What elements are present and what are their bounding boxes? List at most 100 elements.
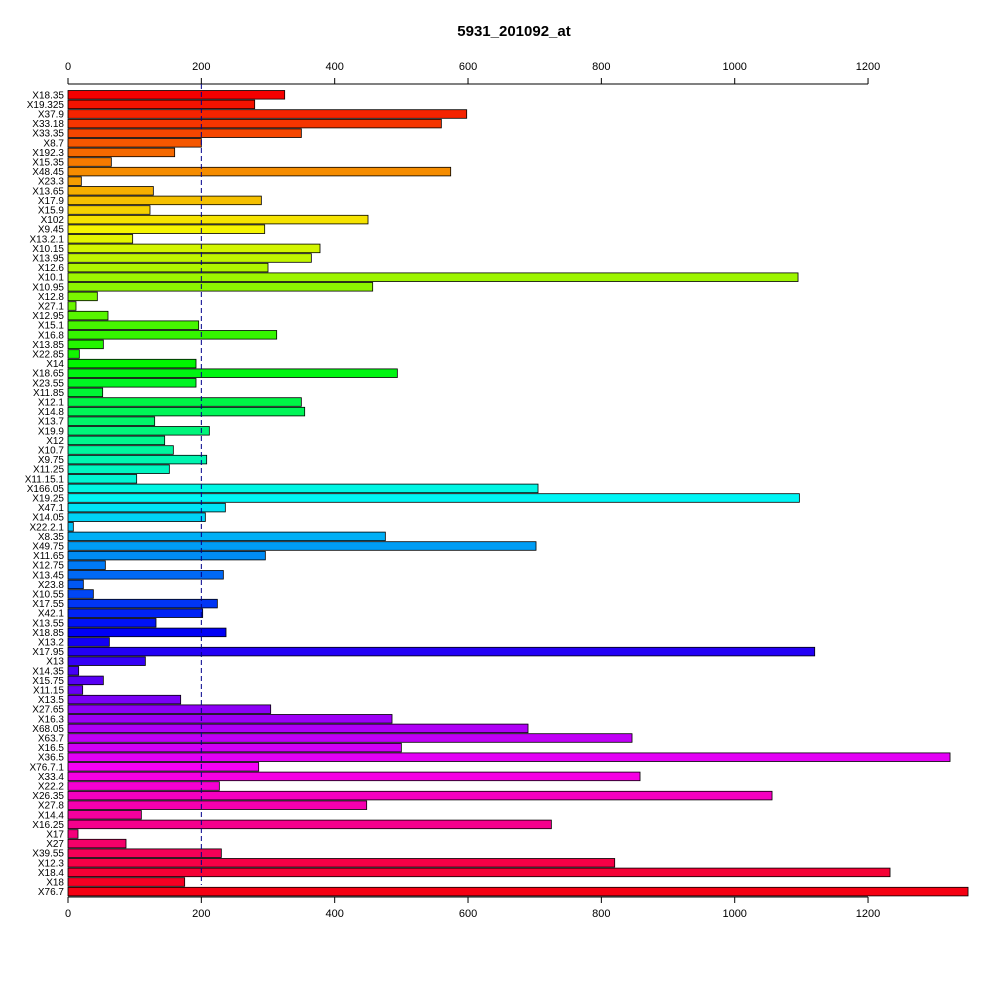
bar bbox=[67, 435, 166, 446]
bar bbox=[67, 550, 266, 561]
bar bbox=[67, 426, 210, 436]
bar bbox=[67, 704, 272, 714]
bar bbox=[67, 646, 816, 657]
category-label: X68.05 bbox=[32, 724, 64, 735]
category-label: X17.9 bbox=[38, 196, 65, 207]
bar bbox=[67, 310, 109, 321]
bar bbox=[67, 570, 224, 580]
category-label: X12.3 bbox=[38, 858, 65, 869]
bar bbox=[67, 819, 552, 830]
category-label: X26.35 bbox=[32, 791, 64, 802]
bar bbox=[67, 99, 256, 110]
bar bbox=[67, 253, 312, 263]
bar bbox=[67, 166, 452, 177]
category-label: X18.65 bbox=[32, 369, 64, 380]
bottom-axis-tick-label: 800 bbox=[592, 908, 610, 920]
top-axis-tick-label: 1200 bbox=[856, 61, 880, 73]
category-label: X13.5 bbox=[38, 695, 65, 706]
category-label: X76.7 bbox=[38, 887, 65, 898]
top-x-axis: 0 200 400 600 800 1000 1200 bbox=[65, 61, 880, 85]
category-label: X33.35 bbox=[32, 129, 64, 140]
bar bbox=[67, 829, 79, 839]
category-label: X13.95 bbox=[32, 254, 64, 265]
bar bbox=[67, 301, 77, 311]
category-label: X10.1 bbox=[38, 273, 65, 284]
bar bbox=[67, 522, 74, 532]
bar bbox=[67, 589, 94, 599]
category-label: X14.4 bbox=[38, 810, 65, 821]
category-label: X13.2.1 bbox=[30, 234, 65, 245]
category-label: X17 bbox=[46, 830, 64, 841]
category-label: X18.4 bbox=[38, 868, 65, 879]
category-label: X11.15.1 bbox=[25, 474, 65, 485]
category-label: X10.7 bbox=[38, 446, 65, 457]
category-label: X19.25 bbox=[32, 494, 64, 505]
bar bbox=[67, 627, 227, 638]
bar bbox=[67, 560, 106, 570]
category-label: X17.95 bbox=[32, 647, 64, 658]
category-label: X27 bbox=[46, 839, 64, 850]
bar bbox=[67, 445, 174, 455]
category-label: X23.3 bbox=[38, 177, 65, 188]
category-label: X19.9 bbox=[38, 426, 65, 437]
bar bbox=[67, 810, 142, 820]
bar bbox=[67, 397, 302, 407]
category-label: X13.55 bbox=[32, 618, 64, 629]
bar bbox=[67, 320, 200, 330]
category-label: X102 bbox=[41, 215, 65, 226]
category-label: X76.7.1 bbox=[30, 762, 65, 773]
category-label: X11.15 bbox=[33, 686, 64, 697]
category-label: X10.95 bbox=[32, 282, 64, 293]
category-labels: X18.35X19.325X37.9X33.18X33.35X8.7X192.3… bbox=[25, 90, 65, 898]
category-label: X16.25 bbox=[32, 820, 64, 831]
category-label: X33.4 bbox=[38, 772, 65, 783]
category-label: X42.1 bbox=[38, 609, 65, 620]
bar bbox=[67, 867, 891, 878]
bar bbox=[67, 330, 278, 340]
top-axis-tick-label: 400 bbox=[326, 61, 344, 73]
bottom-axis-tick-label: 400 bbox=[326, 908, 344, 920]
bar bbox=[67, 109, 468, 119]
bar bbox=[67, 282, 374, 292]
bar bbox=[67, 723, 529, 734]
top-axis-tick-label: 0 bbox=[65, 61, 71, 73]
category-label: X9.75 bbox=[38, 455, 65, 466]
category-label: X23.8 bbox=[38, 580, 65, 591]
category-label: X18 bbox=[46, 878, 64, 889]
category-label: X15.75 bbox=[32, 676, 64, 687]
category-label: X39.55 bbox=[32, 849, 64, 860]
category-label: X12 bbox=[46, 436, 64, 447]
bar bbox=[67, 531, 386, 542]
category-label: X16.3 bbox=[38, 714, 65, 725]
bar bbox=[67, 378, 197, 388]
category-label: X47.1 bbox=[38, 503, 65, 514]
category-label: X22.2.1 bbox=[30, 522, 65, 533]
category-label: X22.2 bbox=[38, 782, 65, 793]
bar bbox=[67, 800, 368, 810]
bar bbox=[67, 579, 84, 590]
bar bbox=[67, 262, 269, 273]
category-label: X27.65 bbox=[32, 705, 64, 716]
category-label: X15.35 bbox=[32, 158, 64, 169]
category-label: X37.9 bbox=[38, 110, 65, 121]
category-label: X8.35 bbox=[38, 532, 65, 543]
bar bbox=[67, 157, 112, 167]
bar bbox=[67, 339, 104, 350]
category-label: X23.55 bbox=[32, 378, 64, 389]
bottom-axis-tick-label: 0 bbox=[65, 908, 71, 920]
category-label: X12.75 bbox=[32, 561, 64, 572]
bottom-axis-tick-label: 1000 bbox=[722, 908, 746, 920]
top-axis-tick-label: 800 bbox=[592, 61, 610, 73]
bar bbox=[67, 877, 186, 887]
bottom-axis-tick-label: 1200 bbox=[856, 908, 880, 920]
category-label: X12.6 bbox=[38, 263, 65, 274]
bar bbox=[67, 493, 800, 503]
category-label: X15.9 bbox=[38, 206, 65, 217]
bar bbox=[67, 790, 773, 801]
bar bbox=[67, 675, 104, 686]
bottom-x-axis: 0 200 400 600 800 1000 1200 bbox=[65, 896, 880, 920]
category-label: X27.8 bbox=[38, 801, 65, 812]
bar bbox=[67, 186, 154, 196]
bar bbox=[67, 243, 321, 254]
category-label: X14.35 bbox=[32, 666, 64, 677]
